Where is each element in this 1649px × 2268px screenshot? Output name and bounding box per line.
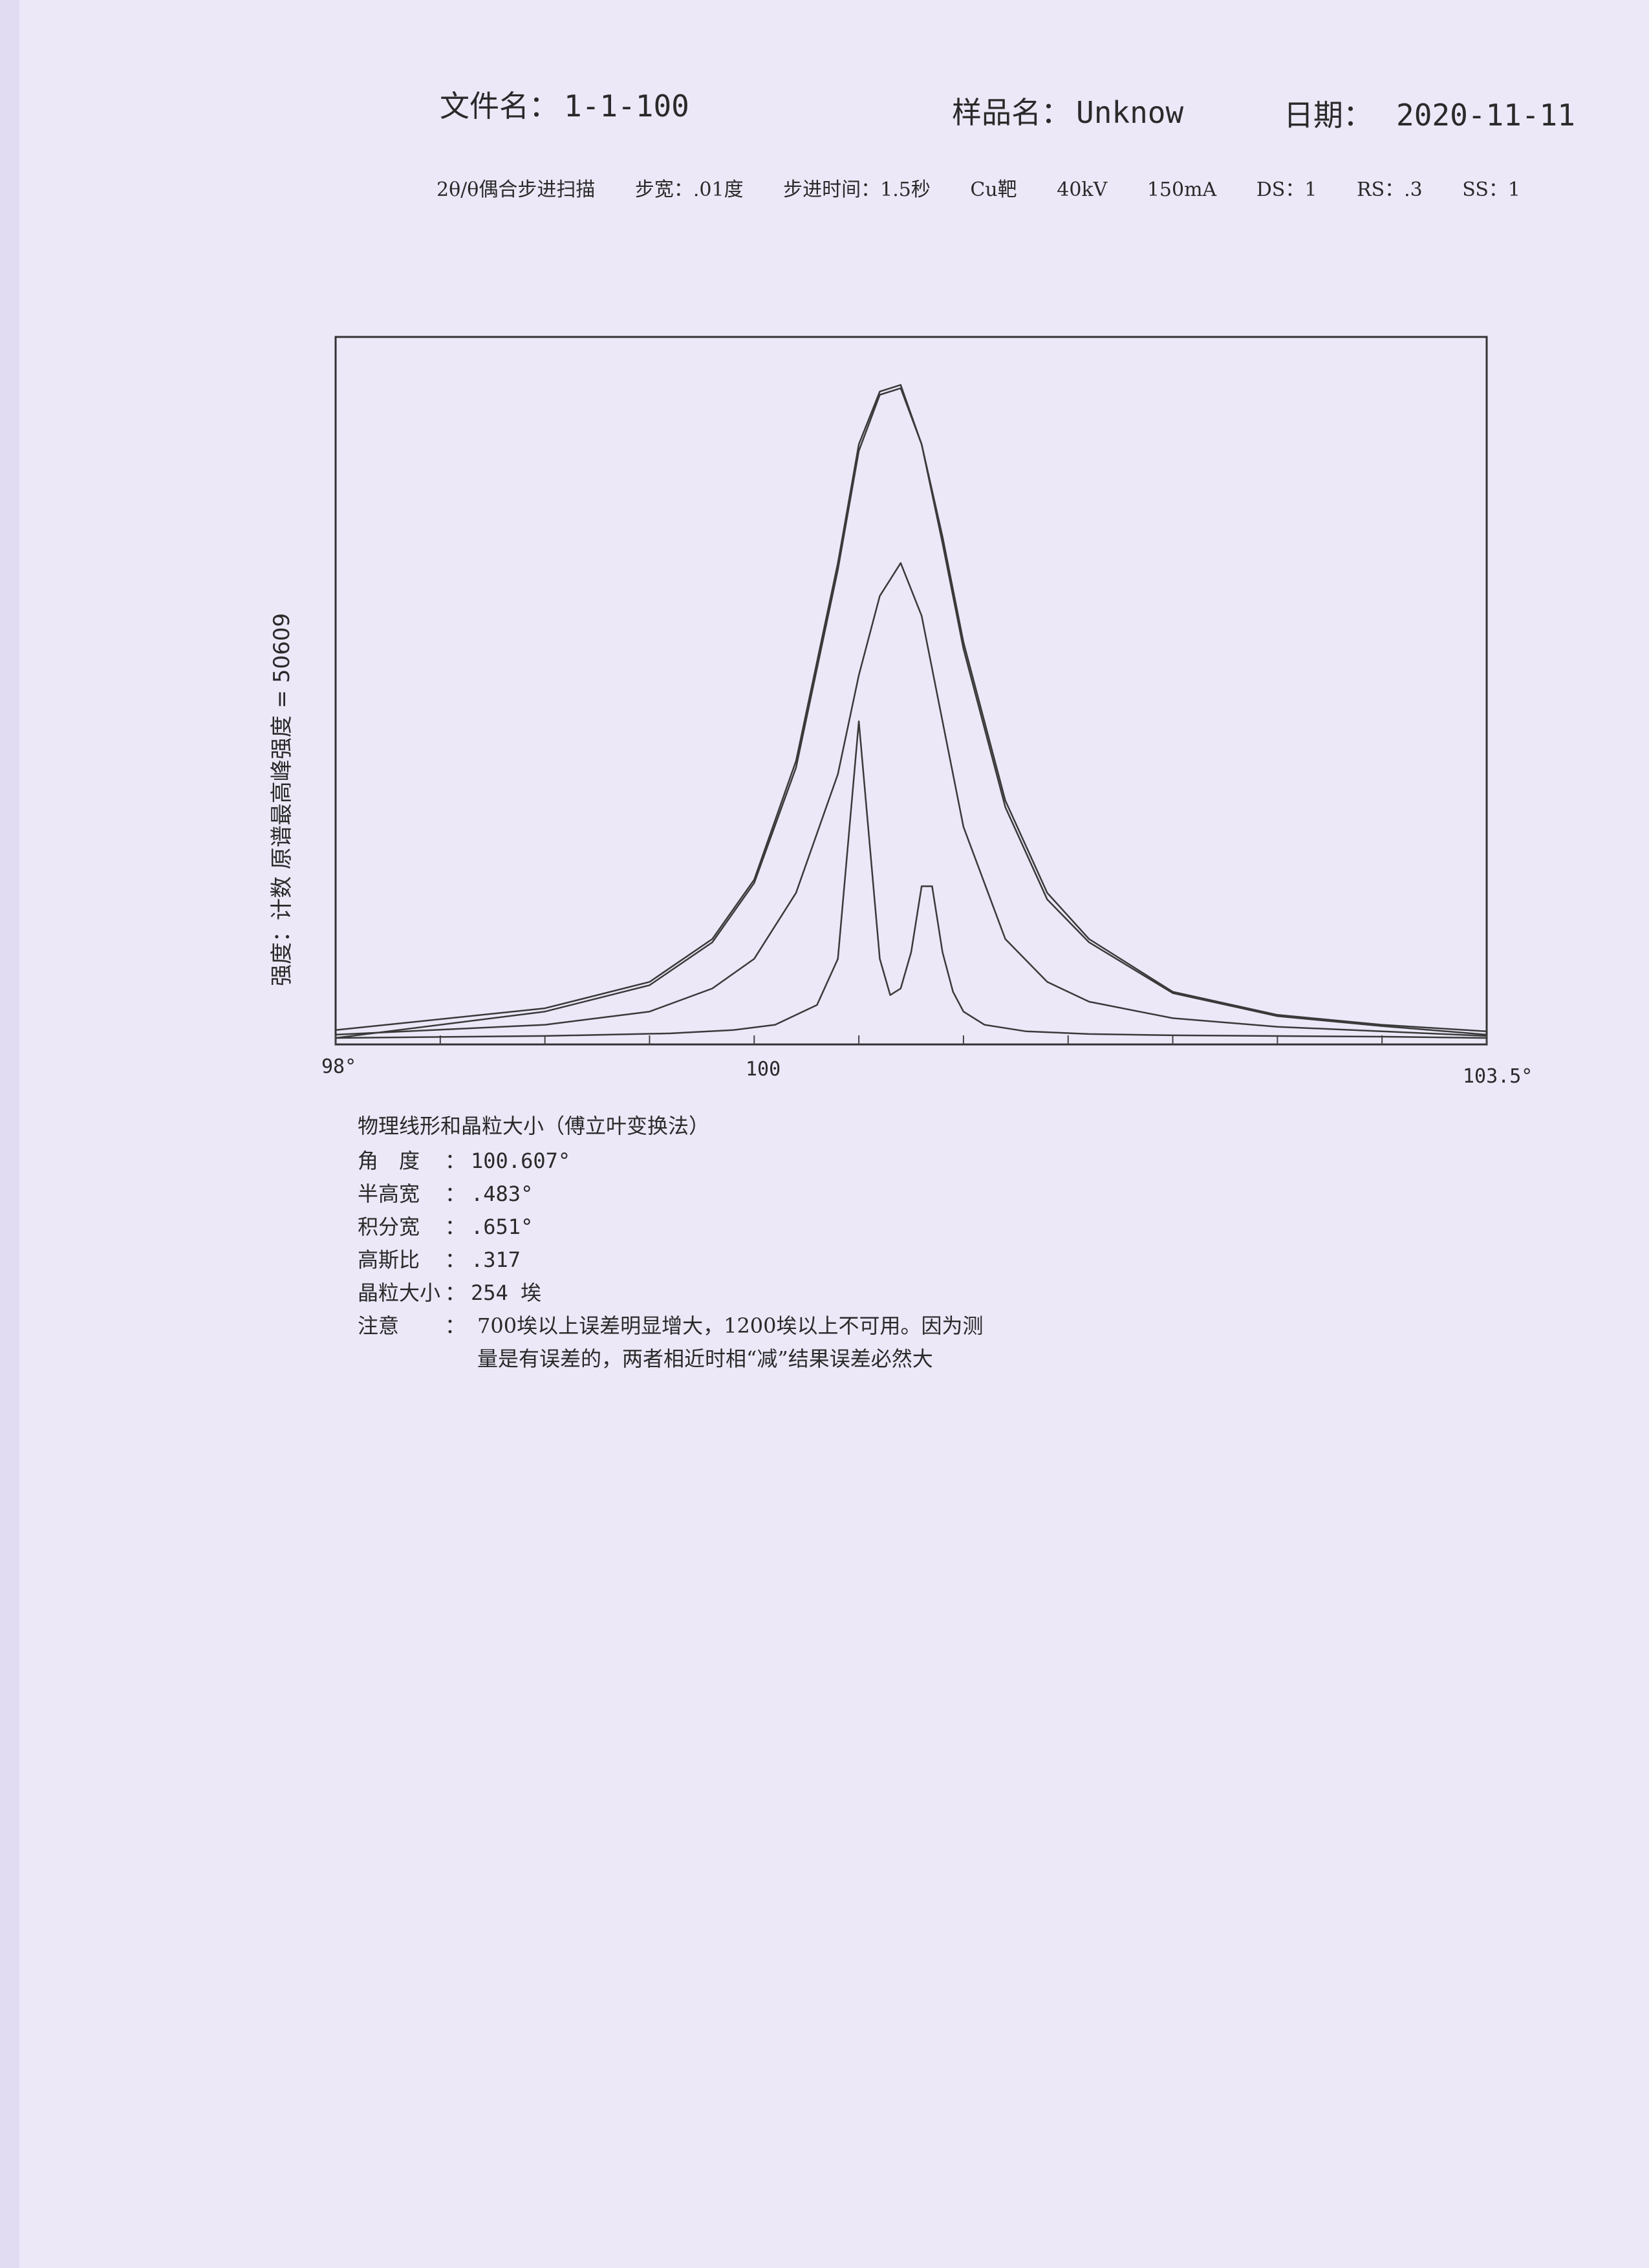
x-tick-label-max: 103.5° <box>1463 1065 1533 1088</box>
param-ss: SS：1 <box>1462 178 1520 201</box>
scan-edge <box>0 0 19 2268</box>
result-grain-size-value: 254 埃 <box>471 1280 542 1305</box>
date-value: 2020-11-11 <box>1396 98 1575 133</box>
sample-name: 样品名： Unknow <box>952 89 1183 132</box>
result-angle-value: 100.607° <box>471 1149 571 1173</box>
result-integral-width-label: 积分宽 <box>358 1215 420 1239</box>
result-grain-size: 晶粒大小： 254 埃 <box>358 1277 541 1306</box>
result-grain-size-label: 晶粒大小 <box>358 1280 441 1305</box>
diffraction-chart <box>334 336 1488 1046</box>
file-name-label: 文件名： <box>440 89 559 124</box>
series-line-4 <box>335 720 1487 1039</box>
sample-name-value: Unknow <box>1076 95 1184 130</box>
result-angle-label: 角 度 <box>358 1149 420 1173</box>
result-angle: 角 度： 100.607° <box>358 1145 570 1174</box>
sample-name-label: 样品名： <box>952 95 1071 130</box>
file-name-value: 1-1-100 <box>564 89 689 124</box>
scan-parameters: 2θ/θ偶合步进扫描 步宽：.01度 步进时间：1.5秒 Cu靶 40kV 15… <box>436 173 1554 202</box>
series-line-2 <box>335 387 1487 1039</box>
x-tick-label-100: 100 <box>746 1058 781 1081</box>
result-integral-width-value: .651° <box>471 1215 534 1239</box>
param-rs: RS：.3 <box>1356 178 1423 201</box>
result-gauss-ratio-label: 高斯比 <box>358 1247 420 1272</box>
result-note: 注意： <box>358 1310 471 1339</box>
y-axis-label: 强度：计数 原谱最高峰强度 = 50609 <box>269 612 295 986</box>
date-label: 日期： <box>1284 98 1373 133</box>
result-note-label: 注意 <box>358 1313 400 1338</box>
param-current: 150mA <box>1147 178 1217 201</box>
series-line-1 <box>335 383 1487 1033</box>
result-gauss-ratio-value: .317 <box>471 1247 521 1272</box>
series-lines <box>335 383 1487 1039</box>
file-name: 文件名： 1-1-100 <box>440 83 689 125</box>
param-voltage: 40kV <box>1057 178 1108 201</box>
param-step-width: 步宽：.01度 <box>634 178 744 201</box>
note-line-1: 700埃以上误差明显增大，1200埃以上不可用。因为测 <box>477 1313 984 1338</box>
x-tick-label-min: 98° <box>321 1055 357 1078</box>
date: 日期： 2020-11-11 <box>1284 92 1575 135</box>
result-fwhm-value: .483° <box>471 1182 534 1206</box>
results-title: 物理线形和晶粒大小（傅立叶变换法） <box>358 1114 710 1138</box>
result-fwhm-label: 半高宽 <box>358 1182 420 1206</box>
param-ds: DS：1 <box>1256 178 1317 201</box>
x-axis-ticks <box>335 1035 1487 1044</box>
param-target: Cu靶 <box>970 178 1017 201</box>
series-line-3 <box>335 562 1487 1037</box>
note-line-2: 量是有误差的，两者相近时相“减”结果误差必然大 <box>477 1346 933 1371</box>
param-scan-mode: 2θ/θ偶合步进扫描 <box>436 178 596 201</box>
result-gauss-ratio: 高斯比： .317 <box>358 1244 521 1273</box>
result-integral-width: 积分宽： .651° <box>358 1211 533 1240</box>
result-fwhm: 半高宽： .483° <box>358 1178 533 1207</box>
param-step-time: 步进时间：1.5秒 <box>783 178 931 201</box>
plot-frame <box>334 336 1488 1046</box>
